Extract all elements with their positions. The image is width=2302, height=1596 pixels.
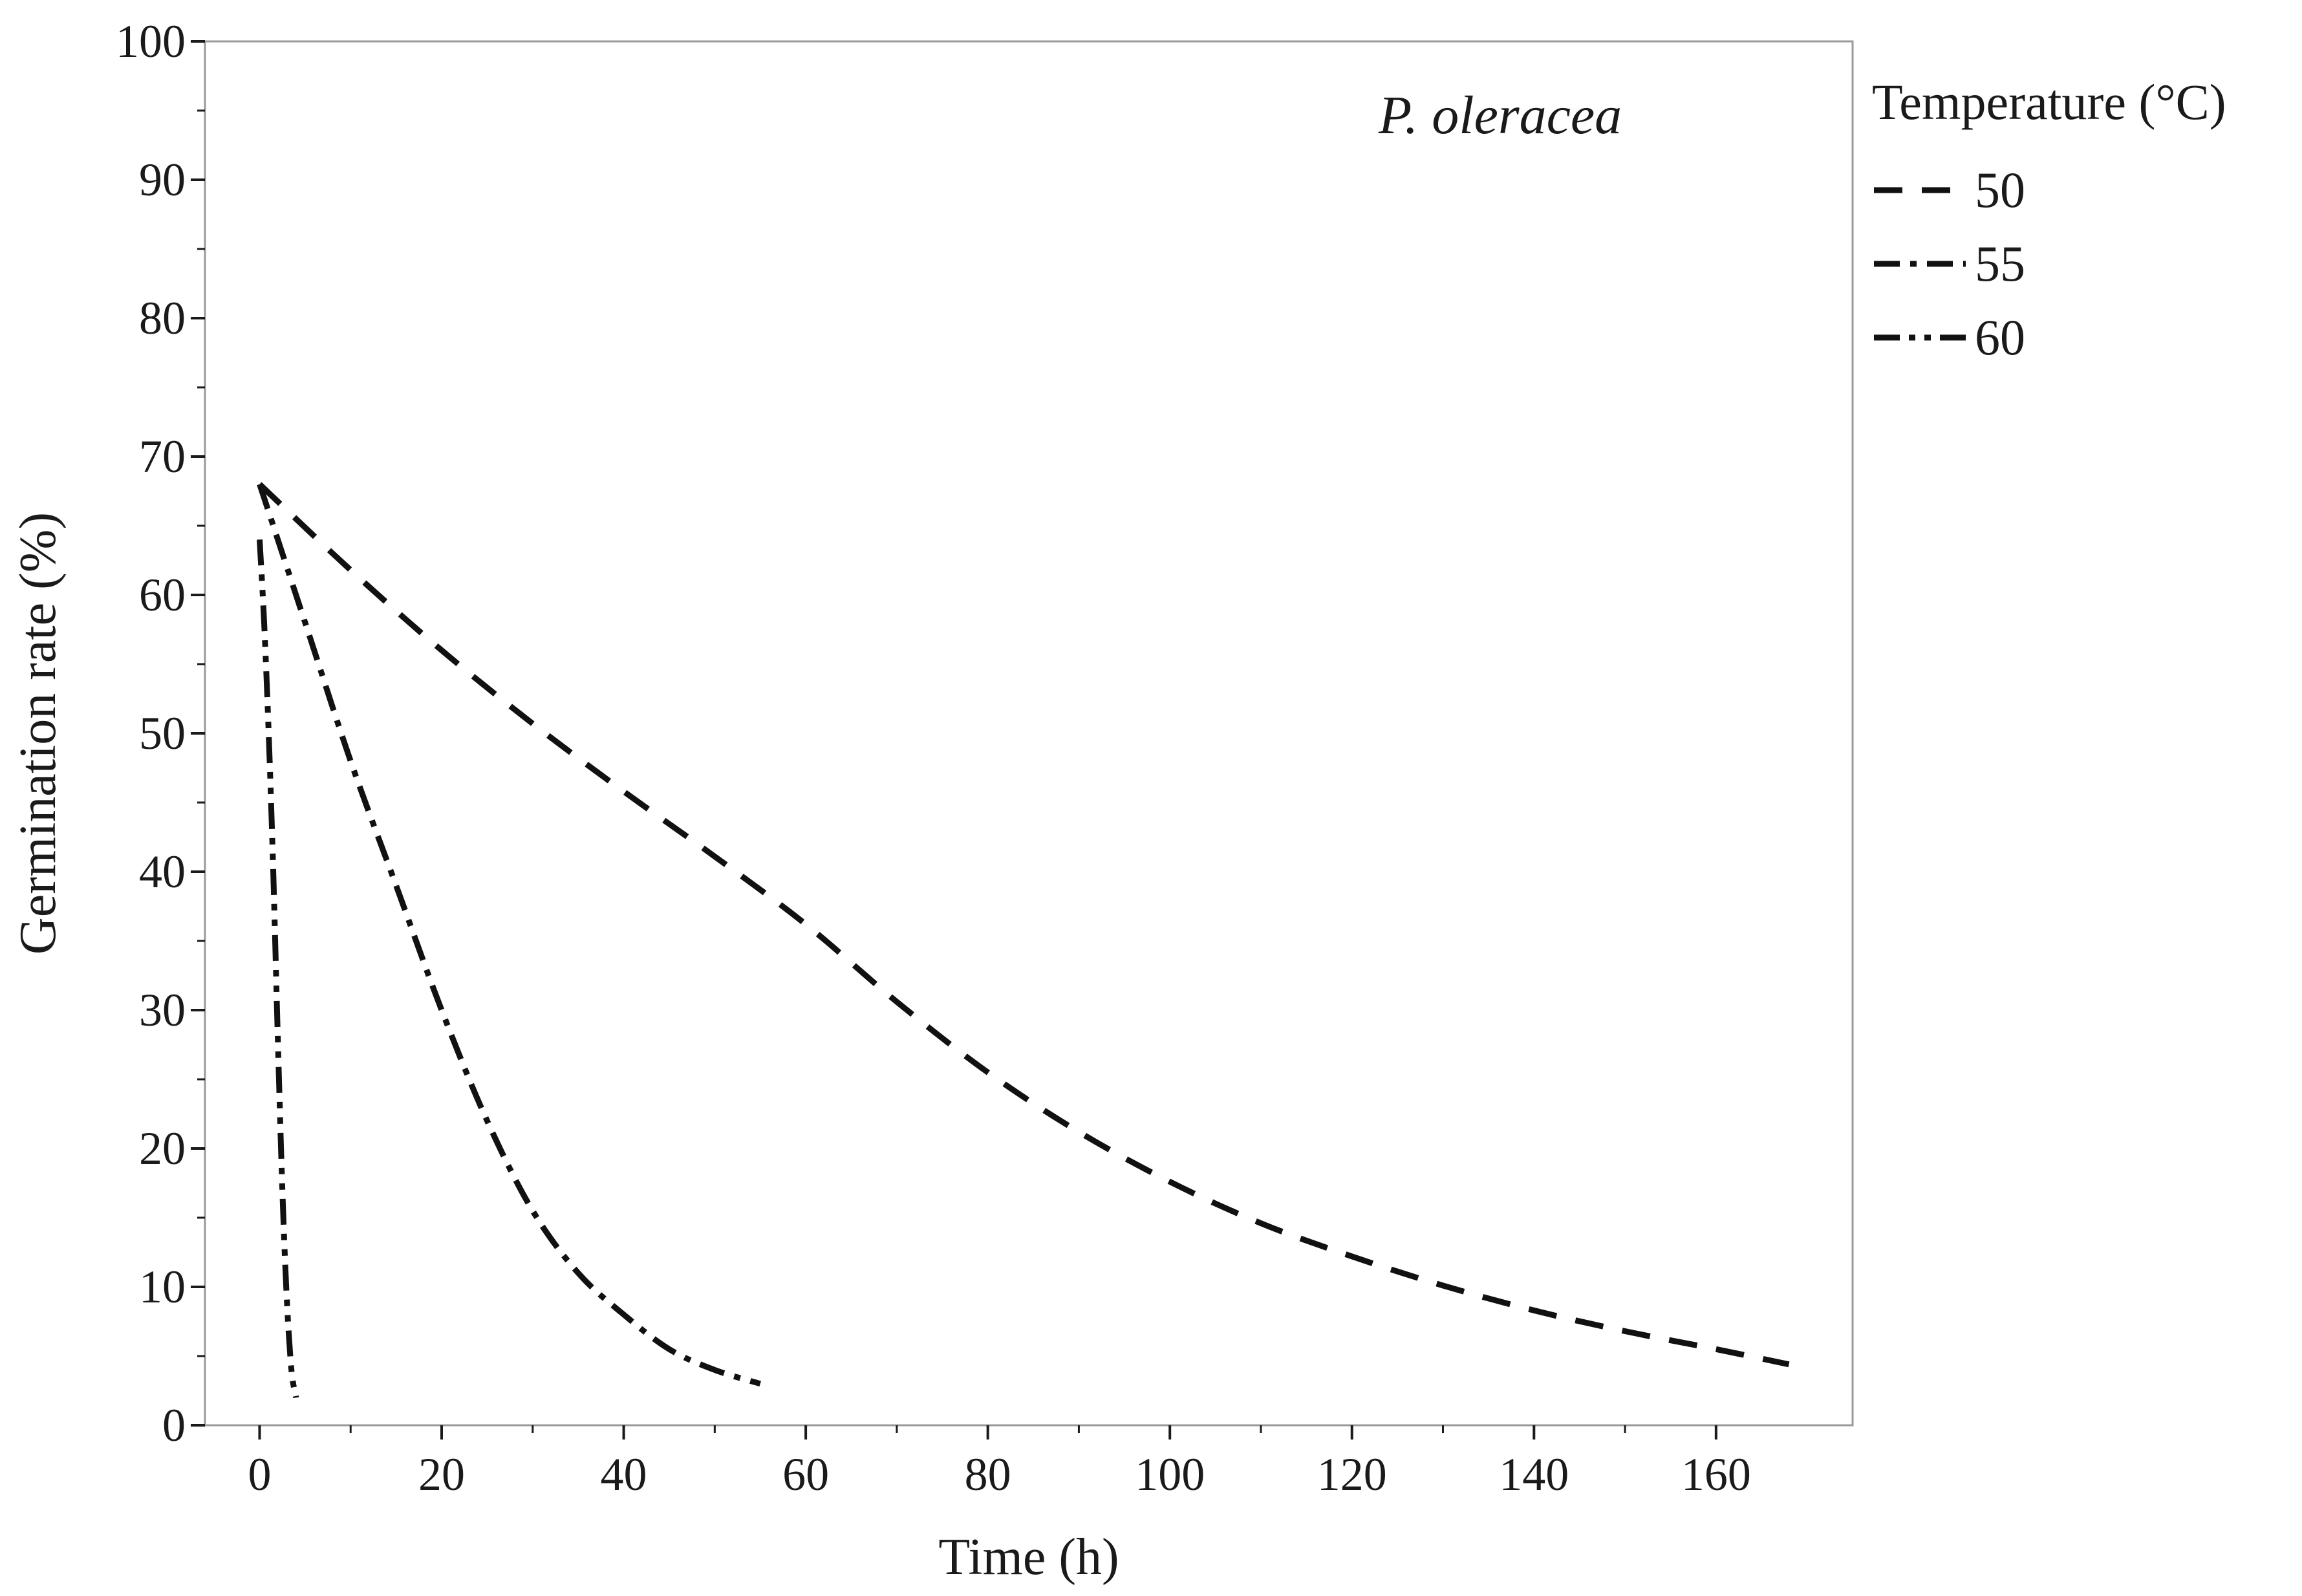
legend-label: 55 bbox=[1975, 235, 2025, 292]
y-tick-label: 80 bbox=[139, 292, 186, 344]
y-tick-label: 100 bbox=[116, 16, 186, 67]
series-line-55 bbox=[257, 483, 762, 1387]
x-tick-label: 20 bbox=[418, 1449, 465, 1500]
x-tick-label: 0 bbox=[248, 1449, 271, 1500]
species-annotation: P. oleracea bbox=[1378, 85, 1622, 146]
legend-title: Temperature (°C) bbox=[1872, 74, 2226, 130]
x-tick-label: 100 bbox=[1135, 1449, 1205, 1500]
y-tick-label: 70 bbox=[139, 431, 186, 482]
y-tick-label: 10 bbox=[139, 1261, 186, 1313]
x-tick-label: 120 bbox=[1317, 1449, 1387, 1500]
y-tick-label: 60 bbox=[139, 569, 186, 621]
plot-area-frame bbox=[204, 40, 1854, 1427]
series-lines bbox=[257, 482, 1790, 1399]
legend-label: 50 bbox=[1975, 162, 2025, 218]
x-axis-title: Time (h) bbox=[938, 1529, 1119, 1586]
x-tick-label: 140 bbox=[1499, 1449, 1569, 1500]
series-line-50 bbox=[257, 482, 1790, 1368]
y-tick-label: 50 bbox=[139, 707, 186, 759]
legend-label: 60 bbox=[1975, 309, 2025, 365]
y-axis-title: Germination rate (%) bbox=[10, 512, 67, 954]
y-axis: 0 10 20 30 40 50 60 70 80 90 100 bbox=[116, 16, 205, 1451]
y-tick-label: 0 bbox=[162, 1399, 186, 1451]
x-tick-label: 160 bbox=[1681, 1449, 1751, 1500]
series-line-60 bbox=[257, 539, 299, 1399]
y-tick-label: 40 bbox=[139, 846, 186, 898]
y-tick-label: 20 bbox=[139, 1123, 186, 1174]
x-tick-label: 40 bbox=[601, 1449, 647, 1500]
x-axis: 0 20 40 60 80 100 120 140 160 bbox=[248, 1425, 1751, 1500]
x-tick-label: 60 bbox=[782, 1449, 829, 1500]
y-tick-label: 30 bbox=[139, 984, 186, 1036]
y-tick-label: 90 bbox=[139, 154, 186, 206]
x-tick-label: 80 bbox=[965, 1449, 1011, 1500]
legend: 50 55 60 bbox=[1874, 162, 2025, 365]
